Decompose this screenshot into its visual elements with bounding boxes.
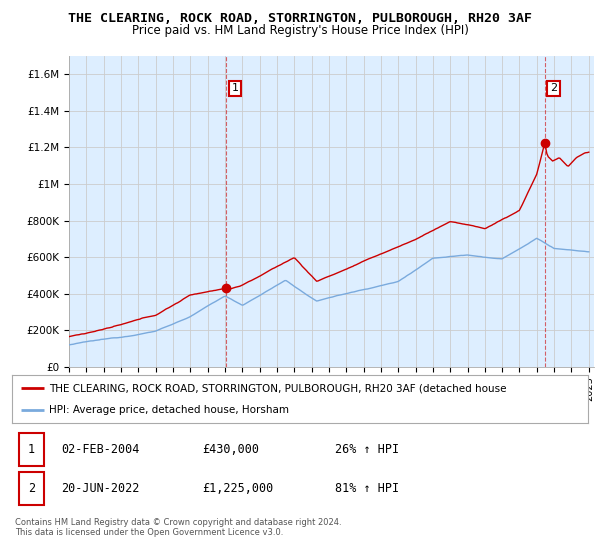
- Text: Contains HM Land Registry data © Crown copyright and database right 2024.
This d: Contains HM Land Registry data © Crown c…: [15, 518, 341, 538]
- Text: 20-JUN-2022: 20-JUN-2022: [61, 482, 139, 495]
- Text: 1: 1: [28, 443, 35, 456]
- FancyBboxPatch shape: [19, 433, 44, 466]
- FancyBboxPatch shape: [19, 472, 44, 505]
- Text: THE CLEARING, ROCK ROAD, STORRINGTON, PULBOROUGH, RH20 3AF (detached house: THE CLEARING, ROCK ROAD, STORRINGTON, PU…: [49, 383, 507, 393]
- Text: 1: 1: [232, 83, 239, 94]
- Text: THE CLEARING, ROCK ROAD, STORRINGTON, PULBOROUGH, RH20 3AF: THE CLEARING, ROCK ROAD, STORRINGTON, PU…: [68, 12, 532, 25]
- Text: £430,000: £430,000: [202, 443, 259, 456]
- Text: 2: 2: [28, 482, 35, 495]
- Text: £1,225,000: £1,225,000: [202, 482, 274, 495]
- Text: 26% ↑ HPI: 26% ↑ HPI: [335, 443, 398, 456]
- Text: Price paid vs. HM Land Registry's House Price Index (HPI): Price paid vs. HM Land Registry's House …: [131, 24, 469, 36]
- Text: 81% ↑ HPI: 81% ↑ HPI: [335, 482, 398, 495]
- Text: 2: 2: [550, 83, 557, 94]
- Text: 02-FEB-2004: 02-FEB-2004: [61, 443, 139, 456]
- Text: HPI: Average price, detached house, Horsham: HPI: Average price, detached house, Hors…: [49, 405, 289, 415]
